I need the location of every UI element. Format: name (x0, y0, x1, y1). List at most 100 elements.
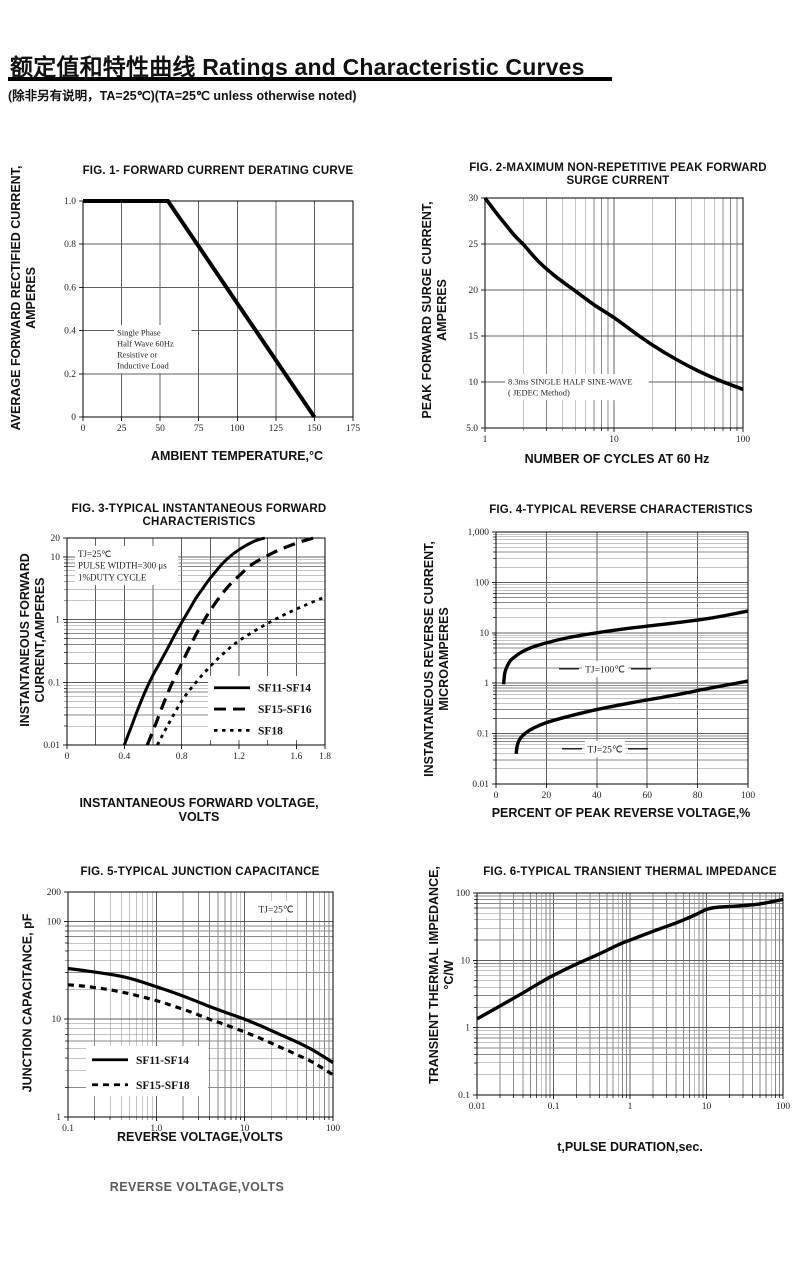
svg-text:0.01: 0.01 (43, 741, 60, 751)
svg-text:Resistive or: Resistive or (117, 350, 158, 360)
fig3-plot: 0 0.4 0.8 1.2 1.6 1.8 0.01 0.1 1 10 20 TJ=25℃ PULSE … (43, 534, 331, 762)
svg-text:0.1: 0.1 (477, 730, 489, 740)
svg-text:25: 25 (469, 240, 479, 250)
svg-text:75: 75 (194, 424, 204, 434)
fig5-y-axis-label: JUNCTION CAPACITANCE, pF (20, 913, 35, 1093)
fig1-y-axis-label: AVERAGE FORWARD RECTIFIED CURRENT, AMPERE… (9, 165, 38, 431)
fig5-x-axis-label: REVERSE VOLTAGE,VOLTS (117, 1130, 283, 1144)
svg-text:PULSE WIDTH=300 μs: PULSE WIDTH=300 μs (78, 561, 167, 571)
svg-text:100: 100 (736, 435, 751, 445)
svg-text:0: 0 (494, 791, 499, 801)
svg-text:0.4: 0.4 (64, 327, 76, 337)
svg-text:1.2: 1.2 (233, 752, 245, 762)
fig6-y-axis-label: TRANSIENT THERMAL IMPEDANCE, °C/W (427, 866, 456, 1084)
svg-text:( JEDEC Method): ( JEDEC Method) (508, 388, 570, 398)
svg-text:25: 25 (117, 424, 127, 434)
svg-text:100: 100 (776, 1102, 791, 1112)
svg-text:8.3ms SINGLE HALF SINE-WAVE: 8.3ms SINGLE HALF SINE-WAVE (508, 377, 633, 387)
svg-text:0.2: 0.2 (64, 370, 76, 380)
fig4-y-axis-label: INSTANTANEOUS REVERSE CURRENT, MICROAMPER… (422, 541, 451, 777)
fig4-title: FIG. 4-TYPICAL REVERSE CHARACTERISTICS (489, 504, 753, 516)
fig3-curve-sf11-sf14 (122, 536, 266, 746)
svg-text:0: 0 (81, 424, 86, 434)
fig4-curve-tj-25c (514, 679, 749, 754)
svg-text:1%DUTY CYCLE: 1%DUTY CYCLE (78, 572, 147, 582)
svg-text:0: 0 (65, 752, 70, 762)
fig5-curve-sf15-sf18 (67, 983, 334, 1077)
fig1-title: FIG. 1- FORWARD CURRENT DERATING CURVE (82, 165, 354, 177)
title-underline (8, 77, 612, 81)
svg-text:100: 100 (741, 791, 756, 801)
svg-text:Inductive Load: Inductive Load (117, 361, 169, 371)
svg-text:5.0: 5.0 (466, 424, 478, 434)
svg-text:1: 1 (55, 616, 60, 626)
svg-text:15: 15 (469, 332, 479, 342)
svg-text:TJ=25℃: TJ=25℃ (587, 746, 622, 756)
svg-text:0.1: 0.1 (48, 678, 60, 688)
svg-text:0.8: 0.8 (176, 752, 188, 762)
fig2-curve-surge-current (484, 196, 744, 392)
svg-text:0.8: 0.8 (64, 240, 76, 250)
svg-text:10: 10 (480, 629, 490, 639)
svg-text:10: 10 (461, 956, 471, 966)
svg-text:100: 100 (456, 889, 471, 899)
svg-text:20: 20 (469, 286, 479, 296)
svg-text:150: 150 (307, 424, 322, 434)
page-subtitle: (除非另有说明，TA=25℃)(TA=25℃ unless otherwise … (8, 89, 357, 103)
fig5-curve-sf11-sf14 (67, 966, 334, 1064)
fig6-x-axis-label: t,PULSE DURATION,sec. (557, 1140, 703, 1154)
svg-text:50: 50 (155, 424, 165, 434)
svg-text:1: 1 (56, 1113, 61, 1123)
svg-text:10: 10 (51, 553, 61, 563)
fig2-y-axis-label: PEAK FORWARD SURGE CURRENT, AMPERES (420, 201, 449, 419)
svg-text:60: 60 (642, 791, 652, 801)
svg-text:0: 0 (71, 413, 76, 423)
svg-text:1: 1 (628, 1102, 633, 1112)
svg-text:TJ=100℃: TJ=100℃ (585, 666, 625, 676)
svg-text:0.01: 0.01 (469, 1102, 486, 1112)
svg-text:10: 10 (52, 1015, 62, 1025)
svg-text:100: 100 (230, 424, 245, 434)
svg-text:0.1: 0.1 (458, 1091, 470, 1101)
fig5-title: FIG. 5-TYPICAL JUNCTION CAPACITANCE (80, 866, 320, 878)
fig6-curve-transient-thermal-impedance (476, 897, 784, 1021)
svg-text:1.0: 1.0 (64, 197, 76, 207)
svg-text:100: 100 (326, 1124, 341, 1134)
page-title: 额定值和特性曲线 Ratings and Characteristic Curv… (10, 54, 585, 80)
fig3-curve-sf15-sf16 (145, 536, 314, 746)
svg-text:0.1: 0.1 (62, 1124, 74, 1134)
fig4-x-axis-label: PERCENT OF PEAK REVERSE VOLTAGE,% (491, 806, 751, 820)
fig1-plot: 0 25 50 75 100 125 150 175 0 0.2 0.4 0.6 0.8 1.0 Singl… (64, 197, 360, 434)
fig5-legend-sf11-sf14: SF11-SF14 (136, 1055, 189, 1067)
fig3-legend-sf11-sf14: SF11-SF14 (258, 683, 311, 695)
svg-text:1: 1 (465, 1024, 470, 1034)
svg-text:0.1: 0.1 (548, 1102, 560, 1112)
svg-text:TJ=25℃: TJ=25℃ (258, 906, 293, 916)
fig2-x-axis-label: NUMBER OF CYCLES AT 60 Hz (524, 452, 710, 466)
svg-text:10: 10 (702, 1102, 712, 1112)
svg-text:100: 100 (475, 578, 490, 588)
fig6-title: FIG. 6-TYPICAL TRANSIENT THERMAL IMPEDAN… (483, 866, 777, 878)
svg-text:200: 200 (47, 888, 62, 898)
svg-text:1.0: 1.0 (150, 1124, 162, 1134)
fig3-x-axis-label: INSTANTANEOUS FORWARD VOLTAGE, VOLTS (79, 796, 319, 824)
fig3-title: FIG. 3-TYPICAL INSTANTANEOUS FORWARD CHAR… (71, 503, 327, 528)
svg-text:125: 125 (269, 424, 284, 434)
svg-text:Single Phase: Single Phase (117, 328, 161, 338)
svg-text:175: 175 (346, 424, 361, 434)
svg-text:10: 10 (240, 1124, 250, 1134)
svg-text:10: 10 (609, 435, 619, 445)
svg-text:Half Wave 60Hz: Half Wave 60Hz (117, 339, 174, 349)
svg-text:10: 10 (469, 378, 479, 388)
fig4-curve-tj-100c (501, 609, 749, 685)
svg-text:0.01: 0.01 (472, 780, 489, 790)
fig2-title: FIG. 2-MAXIMUM NON-REPETITIVE PEAK FORWA… (469, 162, 767, 187)
svg-text:1: 1 (483, 435, 488, 445)
svg-text:0.6: 0.6 (64, 283, 76, 293)
svg-text:30: 30 (469, 194, 479, 204)
fig3-y-axis-label: INSTANTANEOUS FORWARD CURRENT,AMPERES (18, 553, 47, 727)
svg-text:TJ=25℃: TJ=25℃ (78, 549, 111, 559)
